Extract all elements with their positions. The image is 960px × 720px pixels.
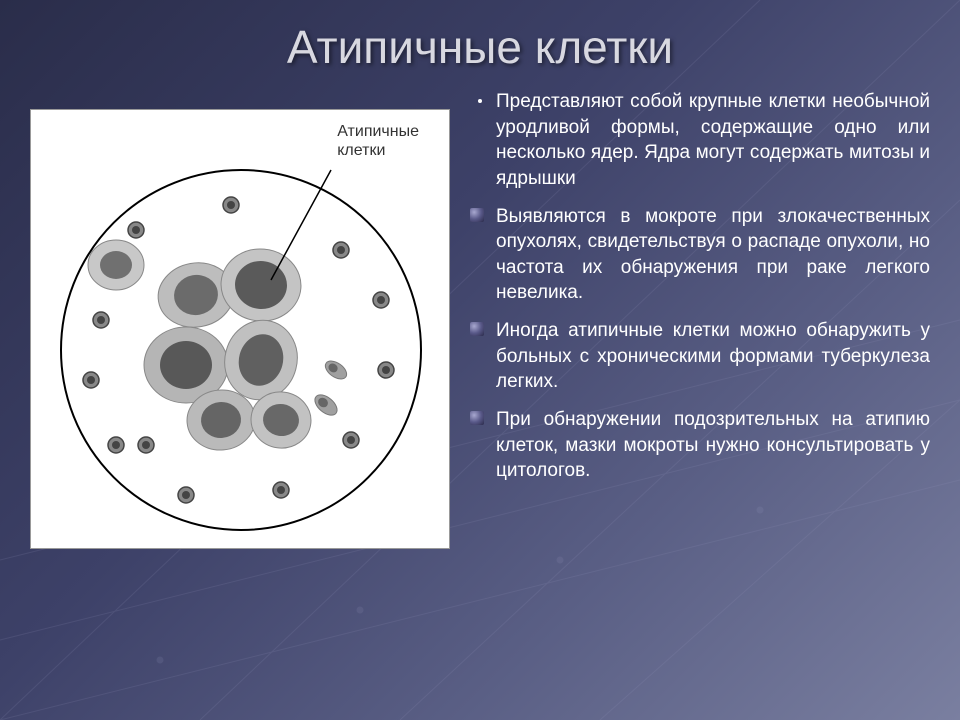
content-row: Атипичные клетки Представляют собой круп… — [30, 89, 930, 549]
intro-bullet: Представляют собой крупные клетки необыч… — [470, 89, 930, 192]
bullet-item: При обнаружении подозрительных на атипию… — [470, 407, 930, 484]
bullet-item: Выявляются в мокроте при злокачественных… — [470, 204, 930, 307]
cells-diagram — [31, 110, 451, 550]
bullet-item: Иногда атипичные клетки можно обнаружить… — [470, 318, 930, 395]
diagram-container: Атипичные клетки — [30, 109, 450, 549]
slide-container: Атипичные клетки Атипичные клетки Предст… — [0, 0, 960, 720]
slide-title: Атипичные клетки — [30, 20, 930, 74]
left-column: Атипичные клетки — [30, 89, 450, 549]
right-column: Представляют собой крупные клетки необыч… — [470, 89, 930, 549]
diagram-label: Атипичные клетки — [337, 122, 419, 160]
